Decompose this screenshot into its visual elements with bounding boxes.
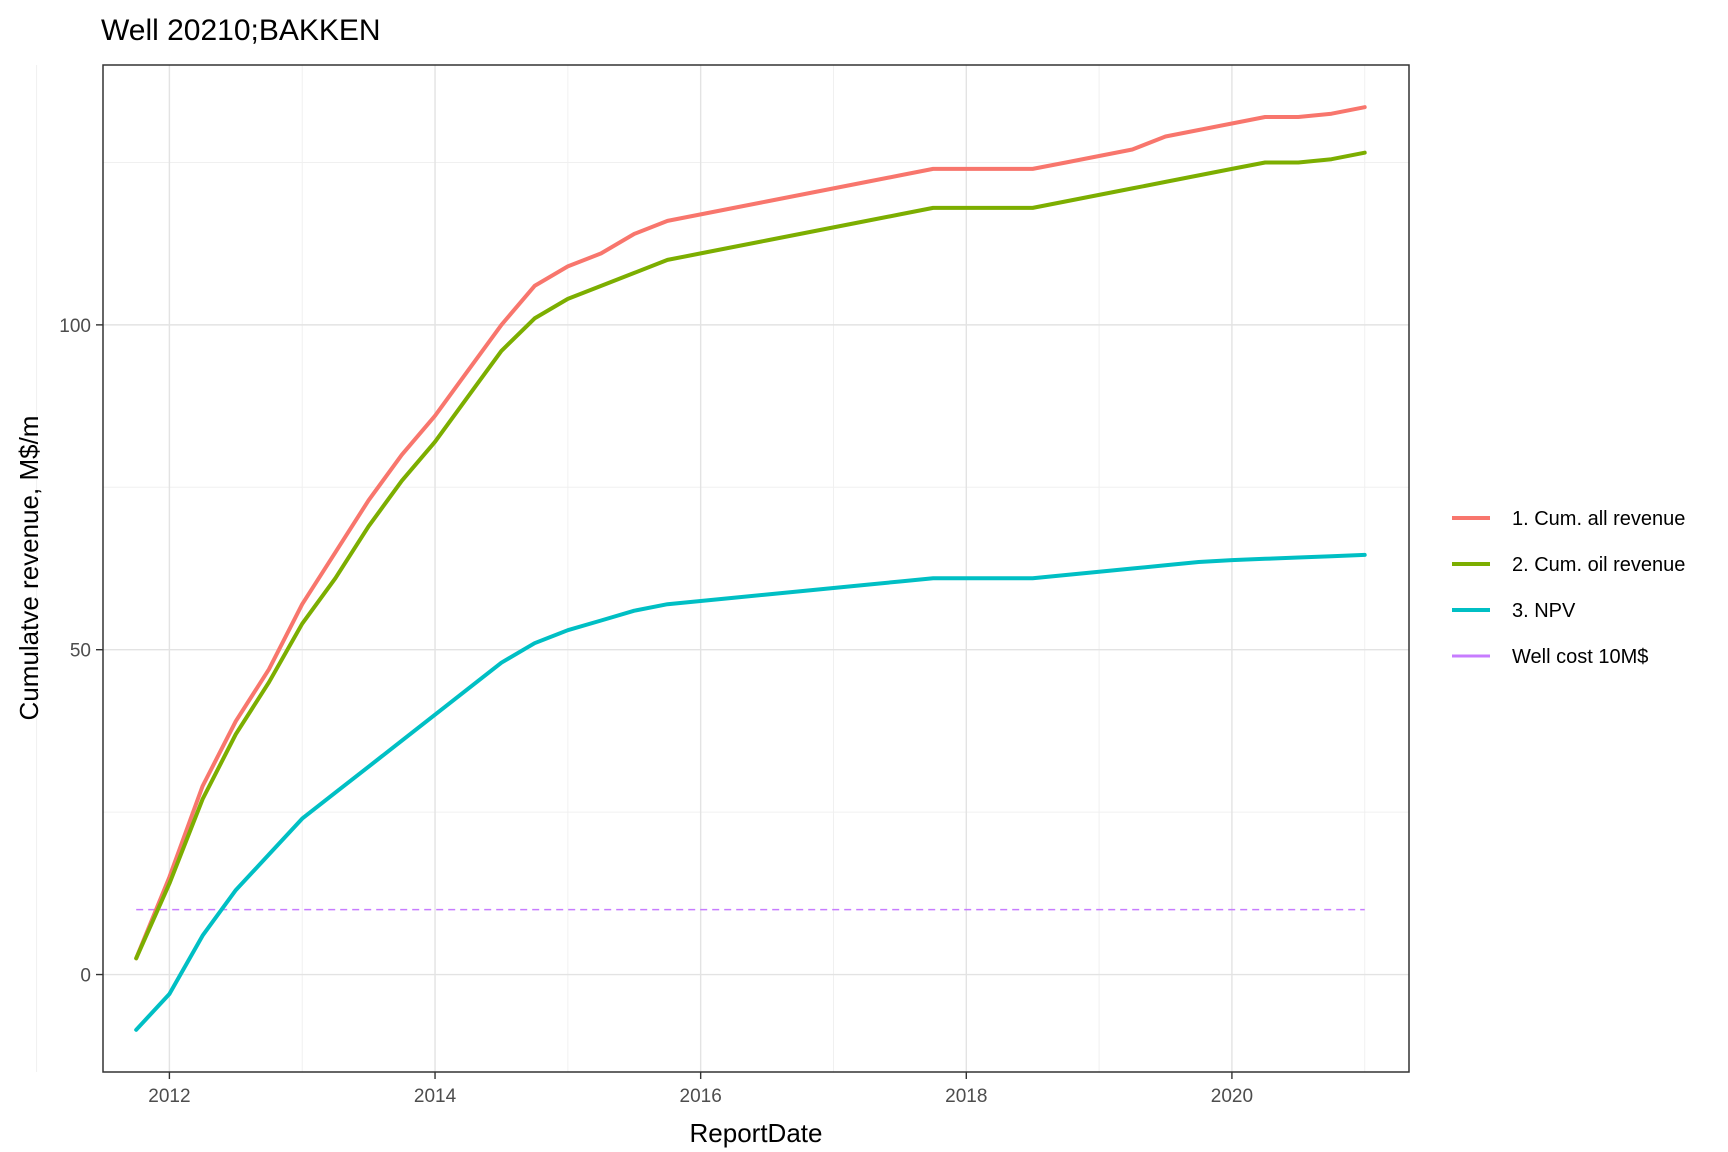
y-tick-label: 50 [70, 641, 91, 662]
legend-label: 3. NPV [1512, 600, 1576, 622]
grid [36, 65, 1409, 1072]
x-tick-label: 2012 [148, 1086, 190, 1107]
legend-label: 1. Cum. all revenue [1512, 508, 1685, 530]
x-tick-label: 2016 [680, 1086, 722, 1107]
series-line-1 [134, 105, 1367, 961]
legend-label: Well cost 10M$ [1512, 646, 1648, 668]
y-axis-title: Cumulatve revenue, M$/m [14, 416, 44, 721]
y-tick-label: 0 [80, 966, 91, 987]
y-axis: 0 50 100 [59, 316, 103, 987]
x-tick-label: 2020 [1211, 1086, 1253, 1107]
x-tick-label: 2018 [945, 1086, 987, 1107]
x-tick-label: 2014 [414, 1086, 457, 1107]
y-tick-label: 100 [59, 316, 91, 337]
x-axis: 2012 2014 2016 2018 2020 [148, 1072, 1253, 1107]
x-axis-title: ReportDate [690, 1118, 823, 1148]
chart-title: Well 20210;BAKKEN [101, 14, 381, 47]
series-line-2 [134, 150, 1367, 961]
series-line-3 [134, 552, 1367, 1032]
series-lines [134, 105, 1367, 1032]
legend-label: 2. Cum. oil revenue [1512, 554, 1685, 576]
legend: 1. Cum. all revenue 2. Cum. oil revenue 3.… [1452, 508, 1685, 668]
plot-panel-border [102, 64, 1410, 1073]
